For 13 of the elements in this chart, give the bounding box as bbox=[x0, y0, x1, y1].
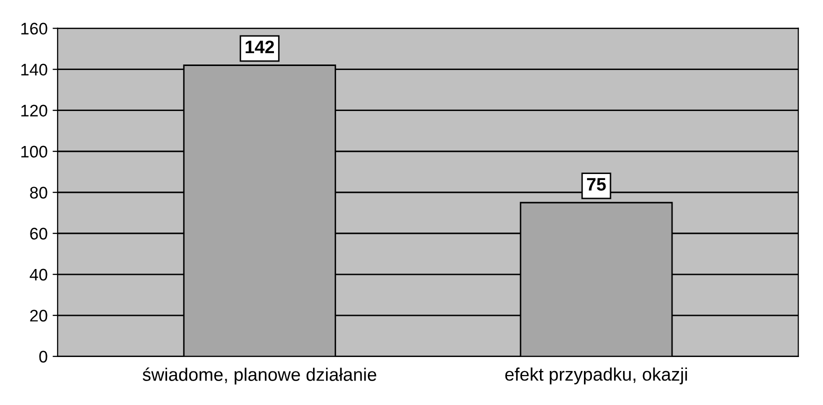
y-tick-label: 80 bbox=[30, 186, 48, 199]
y-tick-label: 0 bbox=[39, 350, 48, 363]
y-tick-label: 40 bbox=[30, 268, 48, 281]
y-tick-label: 160 bbox=[21, 22, 48, 35]
data-label: 142 bbox=[246, 40, 274, 54]
x-tick-label: świadome, planowe działanie bbox=[142, 368, 376, 385]
y-tick-label: 140 bbox=[21, 64, 48, 76]
y-tick-label: 20 bbox=[30, 310, 48, 322]
data-label: 75 bbox=[587, 178, 606, 191]
y-tick-label: 60 bbox=[30, 228, 48, 240]
y-tick-label: 120 bbox=[21, 104, 48, 117]
x-tick-label: efekt przypadku, okazji bbox=[505, 368, 687, 384]
y-tick-label: 100 bbox=[21, 146, 48, 158]
